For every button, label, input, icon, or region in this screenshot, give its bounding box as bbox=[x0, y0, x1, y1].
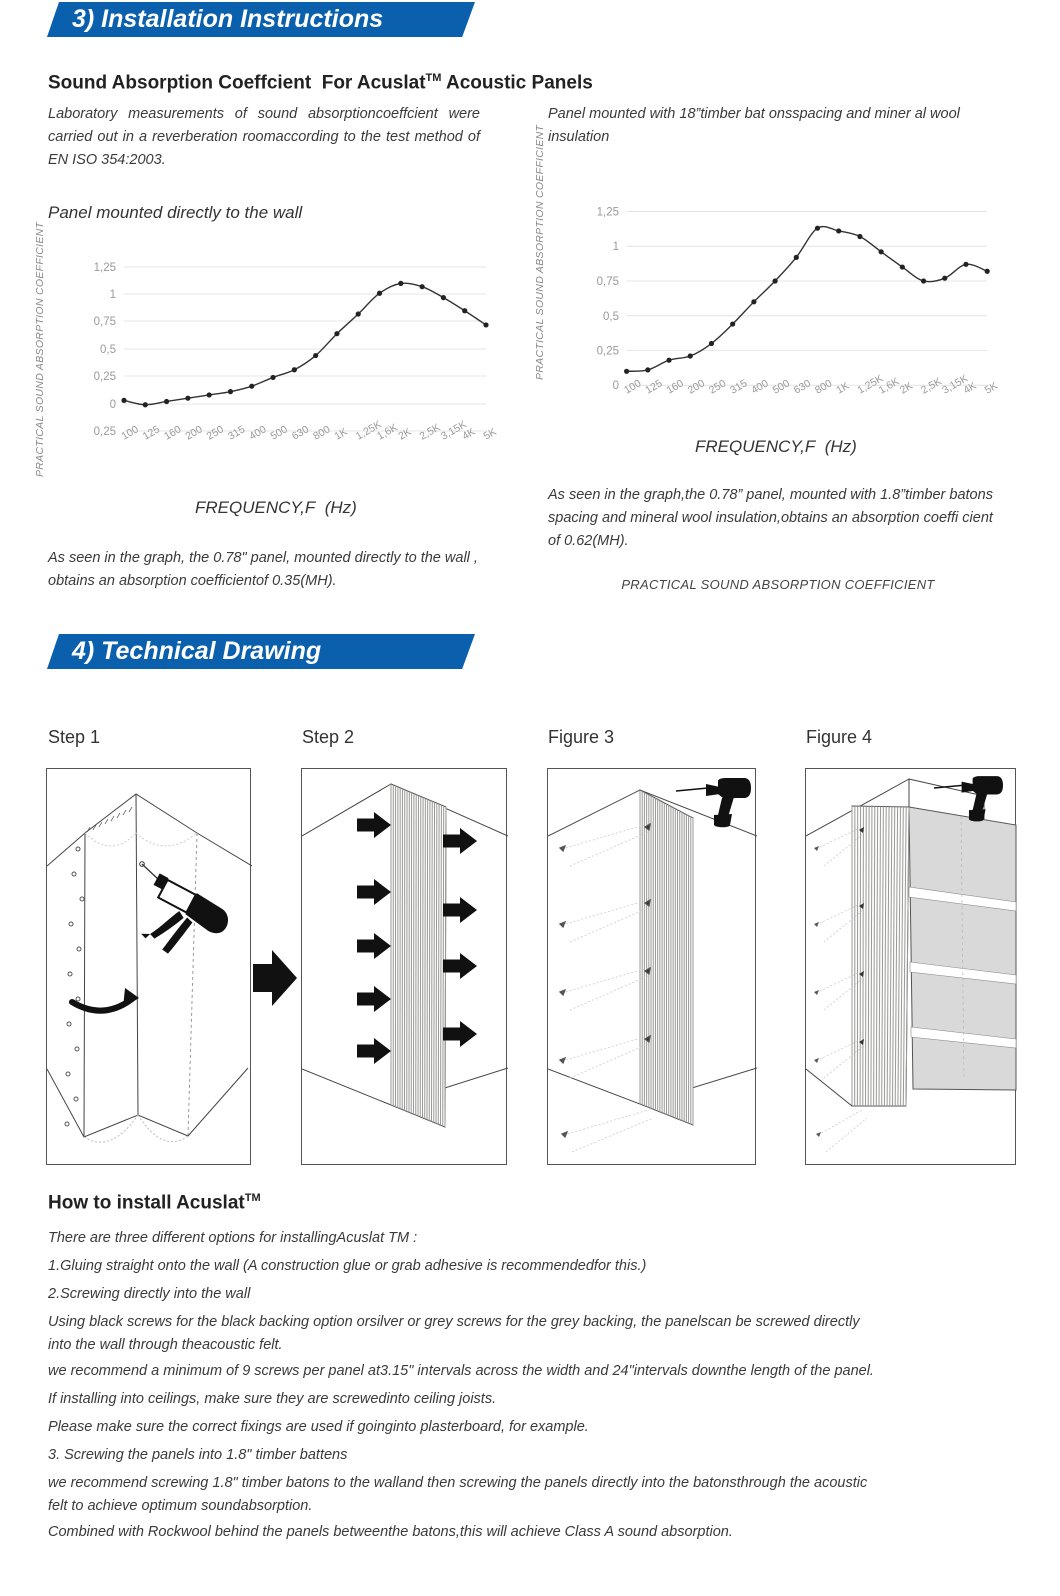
svg-text:200: 200 bbox=[686, 377, 707, 396]
svg-text:1: 1 bbox=[110, 289, 116, 301]
svg-text:160: 160 bbox=[665, 377, 686, 396]
svg-text:250: 250 bbox=[205, 423, 226, 442]
svg-text:2K: 2K bbox=[898, 380, 915, 397]
svg-text:125: 125 bbox=[141, 423, 162, 442]
svg-text:0,25: 0,25 bbox=[94, 371, 116, 383]
svg-text:0,5: 0,5 bbox=[603, 311, 619, 323]
svg-text:500: 500 bbox=[269, 423, 290, 442]
svg-text:2K: 2K bbox=[396, 426, 413, 443]
svg-text:5K: 5K bbox=[983, 380, 1000, 397]
svg-text:1,25: 1,25 bbox=[597, 207, 619, 219]
svg-text:1K: 1K bbox=[332, 426, 349, 443]
svg-text:0,25: 0,25 bbox=[597, 345, 619, 357]
svg-text:315: 315 bbox=[226, 423, 247, 442]
svg-text:630: 630 bbox=[792, 377, 813, 396]
svg-text:200: 200 bbox=[183, 423, 204, 442]
svg-text:500: 500 bbox=[771, 377, 792, 396]
svg-text:0,75: 0,75 bbox=[597, 276, 619, 288]
svg-text:630: 630 bbox=[290, 423, 311, 442]
svg-text:0: 0 bbox=[110, 399, 116, 411]
svg-text:1: 1 bbox=[613, 241, 619, 253]
svg-text:400: 400 bbox=[749, 377, 770, 396]
svg-text:100: 100 bbox=[622, 377, 643, 396]
svg-text:160: 160 bbox=[162, 423, 183, 442]
svg-text:250: 250 bbox=[707, 377, 728, 396]
svg-text:0,75: 0,75 bbox=[94, 316, 116, 328]
svg-text:800: 800 bbox=[311, 423, 332, 442]
svg-text:1,25: 1,25 bbox=[94, 262, 116, 274]
svg-text:0: 0 bbox=[613, 380, 619, 392]
svg-text:315: 315 bbox=[728, 377, 749, 396]
svg-text:800: 800 bbox=[813, 377, 834, 396]
svg-text:125: 125 bbox=[643, 377, 664, 396]
svg-text:100: 100 bbox=[120, 423, 141, 442]
svg-text:5K: 5K bbox=[482, 426, 499, 443]
svg-text:1K: 1K bbox=[834, 380, 851, 397]
svg-text:0,25: 0,25 bbox=[94, 426, 116, 438]
svg-text:400: 400 bbox=[247, 423, 268, 442]
svg-text:0,5: 0,5 bbox=[100, 344, 116, 356]
